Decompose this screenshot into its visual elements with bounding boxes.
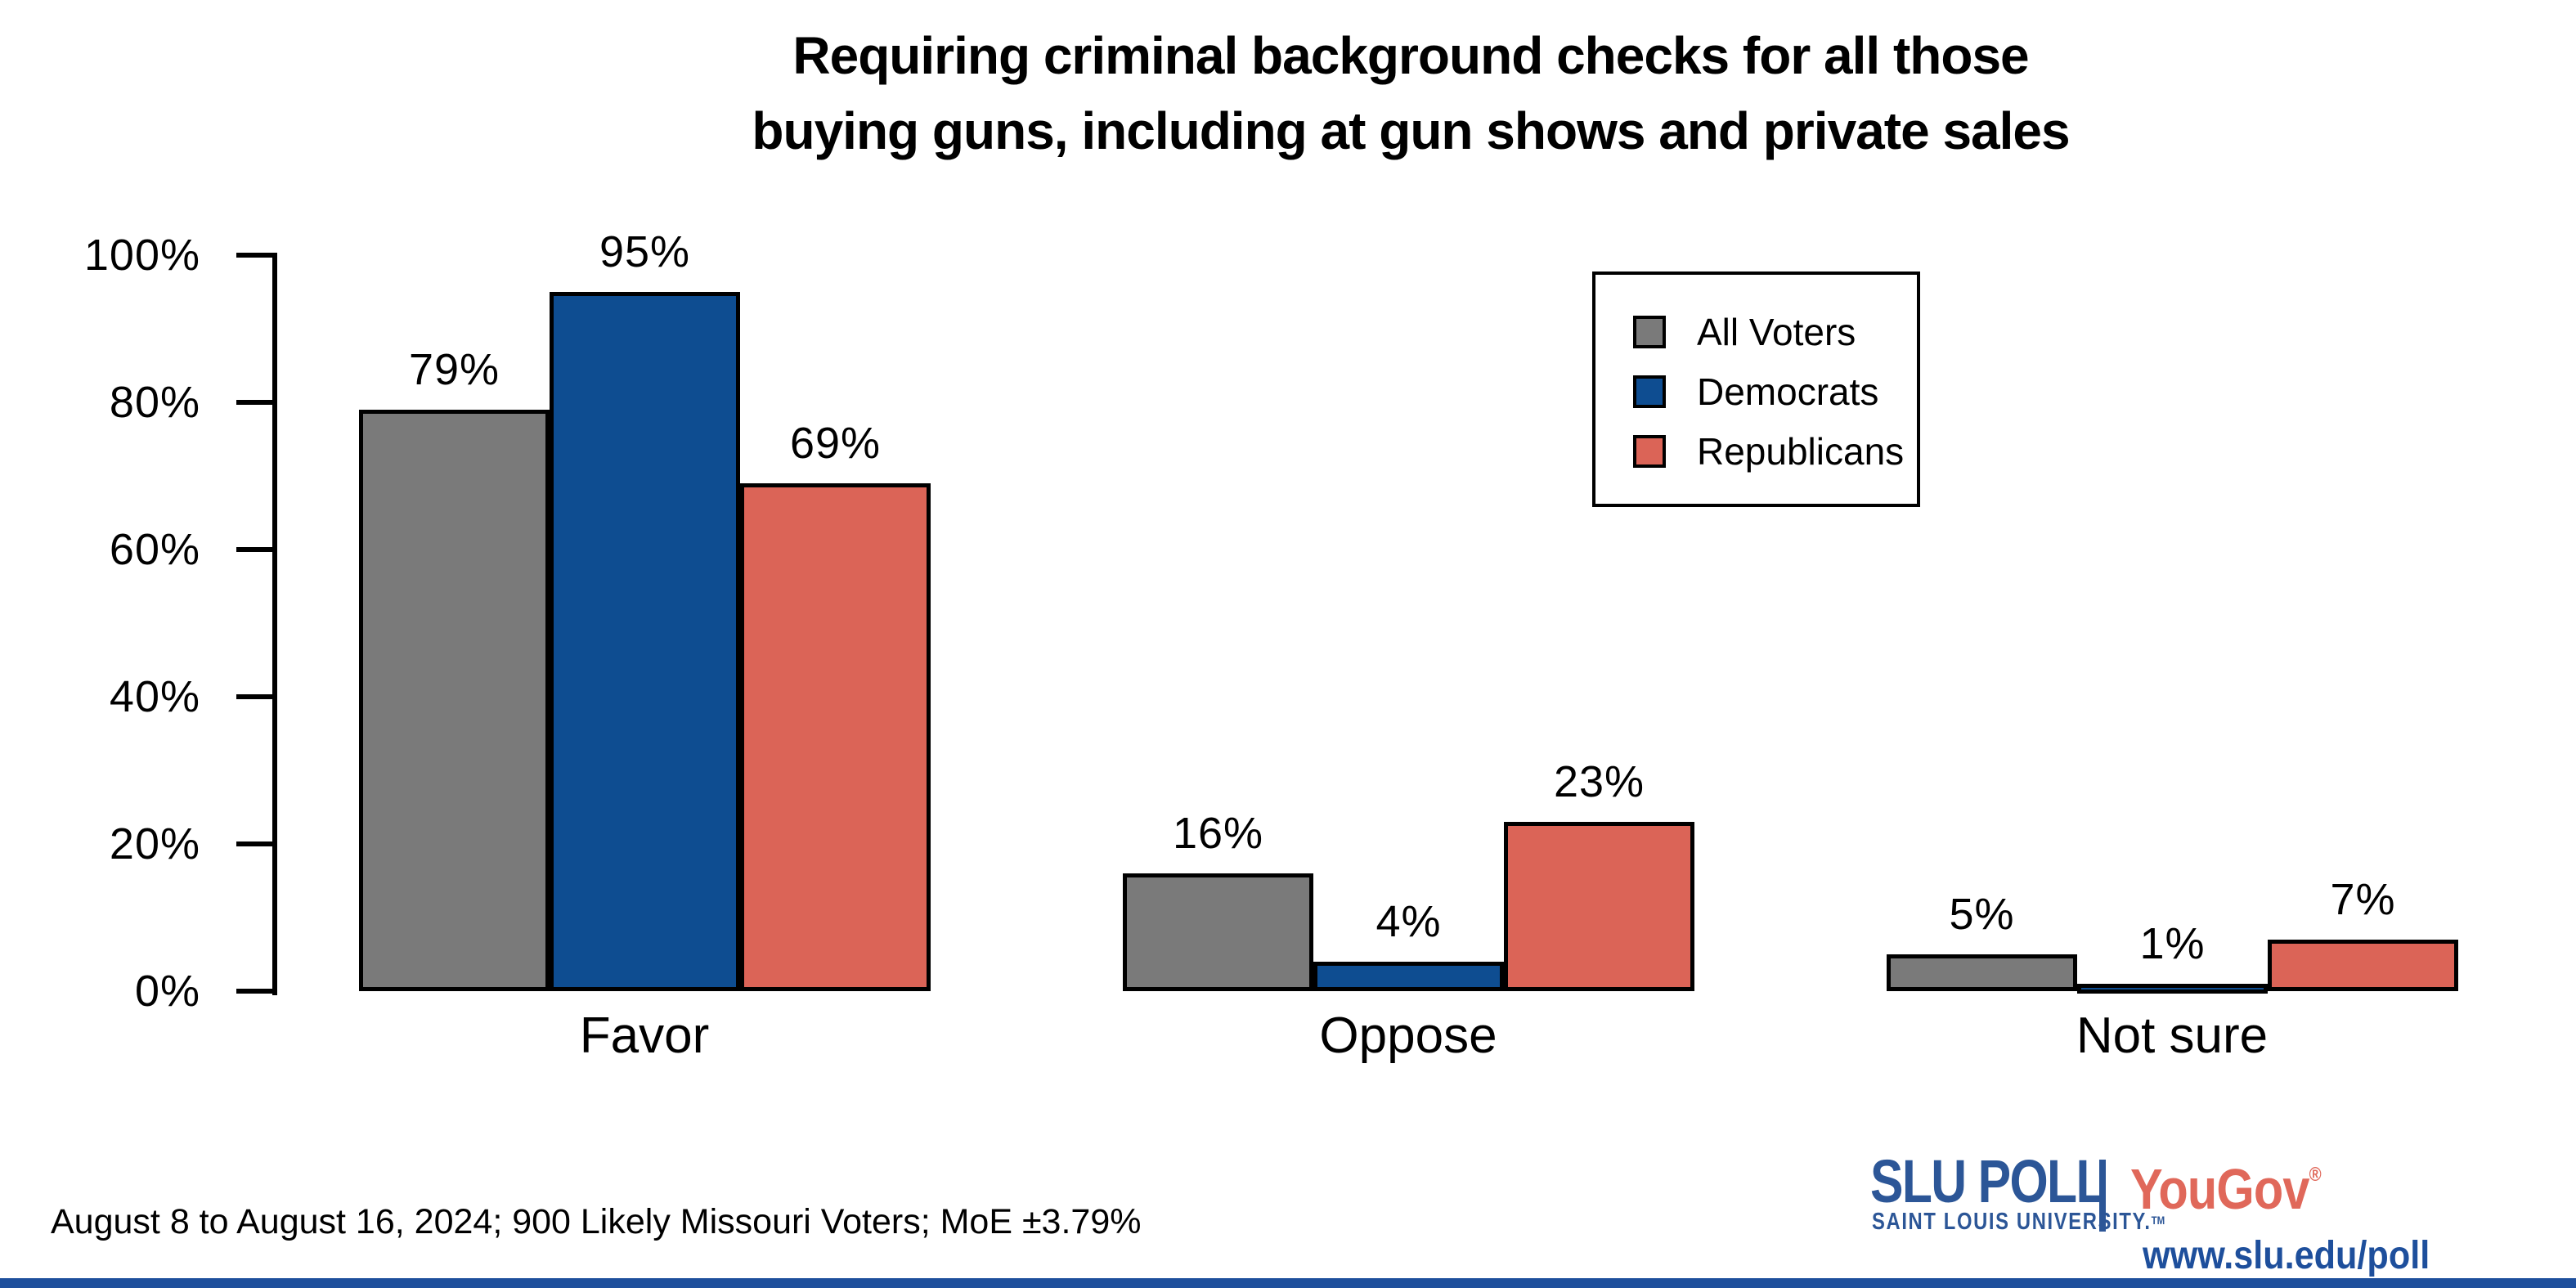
y-axis-tick-0% [236, 989, 272, 994]
bar-not-sure-all-voters [1887, 954, 2077, 991]
slu-university-text: SAINT LOUIS UNIVERSITY. [1872, 1209, 2152, 1235]
bar-oppose-democrats [1313, 962, 1504, 991]
legend-item-republicans: Republicans [1595, 421, 1917, 481]
y-axis-tick-label-100%: 100% [83, 231, 200, 280]
legend-label-republicans: Republicans [1697, 429, 1905, 473]
survey-footnote: August 8 to August 16, 2024; 900 Likely … [51, 1202, 1142, 1241]
bottom-accent-strip [0, 1278, 2576, 1288]
legend-item-democrats: Democrats [1595, 361, 1917, 421]
slu-university-wordmark: SAINT LOUIS UNIVERSITY.TM [1872, 1209, 2165, 1236]
y-axis-tick-60% [236, 547, 272, 552]
bar-value-label-favor-democrats: 95% [599, 227, 691, 276]
yougov-logo-text: YouGov [2130, 1157, 2309, 1221]
slu-poll-logo-text: SLU POLL [1870, 1147, 2107, 1215]
bar-value-label-oppose-republicans: 23% [1553, 757, 1645, 806]
legend-swatch-republicans [1633, 434, 1666, 468]
y-axis-tick-label-0%: 0% [134, 967, 200, 1016]
y-axis-tick-label-40%: 40% [109, 672, 200, 721]
bar-value-label-not-sure-democrats: 1% [2139, 919, 2206, 968]
trademark-symbol: TM [2151, 1214, 2165, 1227]
legend-item-all-voters: All Voters [1595, 302, 1917, 361]
bar-value-label-not-sure-republicans: 7% [2330, 875, 2396, 924]
bar-favor-all-voters [359, 410, 550, 991]
bar-favor-democrats [550, 292, 740, 991]
slu-poll-url: www.slu.edu/poll [2143, 1234, 2430, 1277]
y-axis-tick-40% [236, 694, 272, 699]
y-axis-tick-80% [236, 400, 272, 405]
y-axis-tick-100% [236, 253, 272, 258]
legend-label-democrats: Democrats [1697, 370, 1879, 413]
bar-oppose-republicans [1504, 822, 1694, 991]
bar-favor-republicans [740, 483, 931, 991]
bar-value-label-favor-all-voters: 79% [408, 345, 500, 394]
category-label-oppose: Oppose [1319, 1008, 1497, 1064]
bar-value-label-oppose-all-voters: 16% [1172, 809, 1264, 858]
registered-symbol: ® [2309, 1164, 2322, 1186]
chart-title: Requiring criminal background checks for… [572, 18, 2249, 168]
legend-swatch-all-voters [1633, 315, 1666, 348]
category-label-favor: Favor [579, 1008, 710, 1064]
bar-not-sure-republicans [2268, 940, 2458, 991]
category-label-not-sure: Not sure [2076, 1008, 2269, 1064]
legend-label-all-voters: All Voters [1697, 310, 1856, 353]
y-axis-tick-20% [236, 841, 272, 846]
chart-title-line1: Requiring criminal background checks for… [792, 26, 2029, 85]
brand-separator-bar [2099, 1160, 2106, 1232]
chart-title-line2: buying guns, including at gun shows and … [752, 101, 2070, 160]
y-axis-tick-label-80%: 80% [109, 378, 200, 427]
slu-poll-logo: SLU POLL [1870, 1147, 2107, 1216]
legend-swatch-democrats [1633, 375, 1666, 408]
bar-oppose-all-voters [1123, 873, 1313, 991]
y-axis-line [272, 253, 277, 995]
yougov-logo: YouGov® [2130, 1156, 2322, 1222]
bar-not-sure-democrats [2077, 984, 2268, 994]
bar-value-label-oppose-democrats: 4% [1376, 897, 1442, 946]
bar-value-label-not-sure-all-voters: 5% [1949, 890, 2015, 939]
y-axis-tick-label-60%: 60% [109, 525, 200, 574]
y-axis-tick-label-20%: 20% [109, 819, 200, 868]
bar-value-label-favor-republicans: 69% [789, 419, 882, 468]
legend-box: All Voters Democrats Republicans [1592, 272, 1920, 507]
